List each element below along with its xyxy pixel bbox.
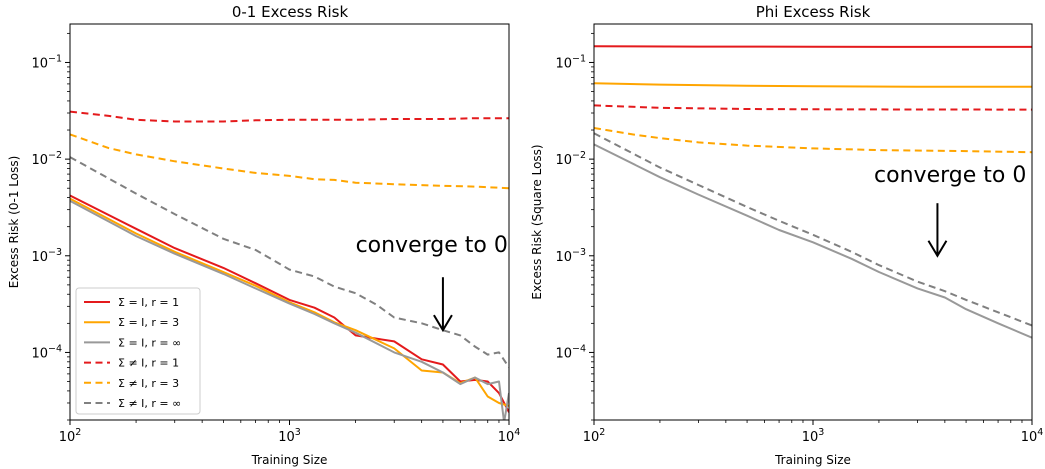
x-tick-label: 102: [59, 427, 82, 445]
plot-frame: [593, 23, 1033, 421]
chart-title: Phi Excess Risk: [756, 3, 871, 21]
series-line-3: [70, 200, 509, 420]
y-axis-label: Excess Risk (0-1 Loss): [7, 156, 21, 289]
chart-panel-1: 0-1 Excess Risk 102 103 104 10−1 10−2 10−3 10−4…: [7, 3, 520, 467]
series-line-5: [70, 133, 509, 190]
legend-label: Σ = I, r = ∞: [118, 336, 181, 349]
annotation-arrowhead: [927, 240, 948, 258]
y-axis-label: Excess Risk (Square Loss): [530, 144, 544, 299]
series-group: [70, 110, 509, 420]
y-tick-label: 10−2: [555, 150, 586, 168]
x-tick-label: 103: [278, 427, 301, 445]
annotation-text: converge to 0: [356, 233, 508, 258]
series-line-3: [594, 143, 1032, 339]
chart-title: 0-1 Excess Risk: [232, 3, 349, 21]
series-line-2: [594, 82, 1032, 88]
legend-label: Σ = I, r = 3: [118, 316, 179, 329]
series-line-4: [594, 104, 1032, 111]
annotation-arrowhead: [433, 314, 453, 333]
series-line-6: [594, 132, 1032, 327]
x-tick-label: 104: [498, 427, 521, 445]
y-tick-label: 10−4: [31, 343, 62, 361]
chart-panel-2: Phi Excess Risk 102 103 104 10−1 10−2 10−3 10−4…: [530, 3, 1043, 467]
series-group: [594, 45, 1032, 339]
y-tick-label: 10−3: [555, 247, 586, 265]
legend: Σ = I, r = 1 Σ = I, r = 3 Σ = I, r = ∞ Σ ≠ …: [75, 287, 201, 415]
y-tick-label: 10−3: [31, 247, 62, 265]
series-line-4: [70, 110, 509, 123]
legend-label: Σ ≠ I, r = 1: [118, 357, 179, 370]
x-tick-label: 103: [802, 427, 825, 445]
x-axis-label: Training Size: [774, 453, 851, 467]
legend-label: Σ = I, r = 1: [118, 296, 179, 309]
series-line-1: [594, 45, 1032, 48]
x-tick-label: 102: [583, 427, 606, 445]
y-tick-label: 10−4: [555, 343, 586, 361]
series-line-5: [594, 127, 1032, 154]
annotation-text: converge to 0: [874, 163, 1026, 188]
y-tick-label: 10−1: [31, 53, 62, 71]
series-line-6: [70, 156, 509, 368]
legend-label: Σ ≠ I, r = 3: [118, 377, 179, 390]
y-tick-label: 10−2: [31, 150, 62, 168]
y-tick-label: 10−1: [555, 53, 586, 71]
legend-label: Σ ≠ I, r = ∞: [118, 397, 181, 410]
x-tick-label: 104: [1021, 427, 1044, 445]
x-axis-label: Training Size: [251, 453, 328, 467]
series-line-2: [70, 197, 509, 407]
